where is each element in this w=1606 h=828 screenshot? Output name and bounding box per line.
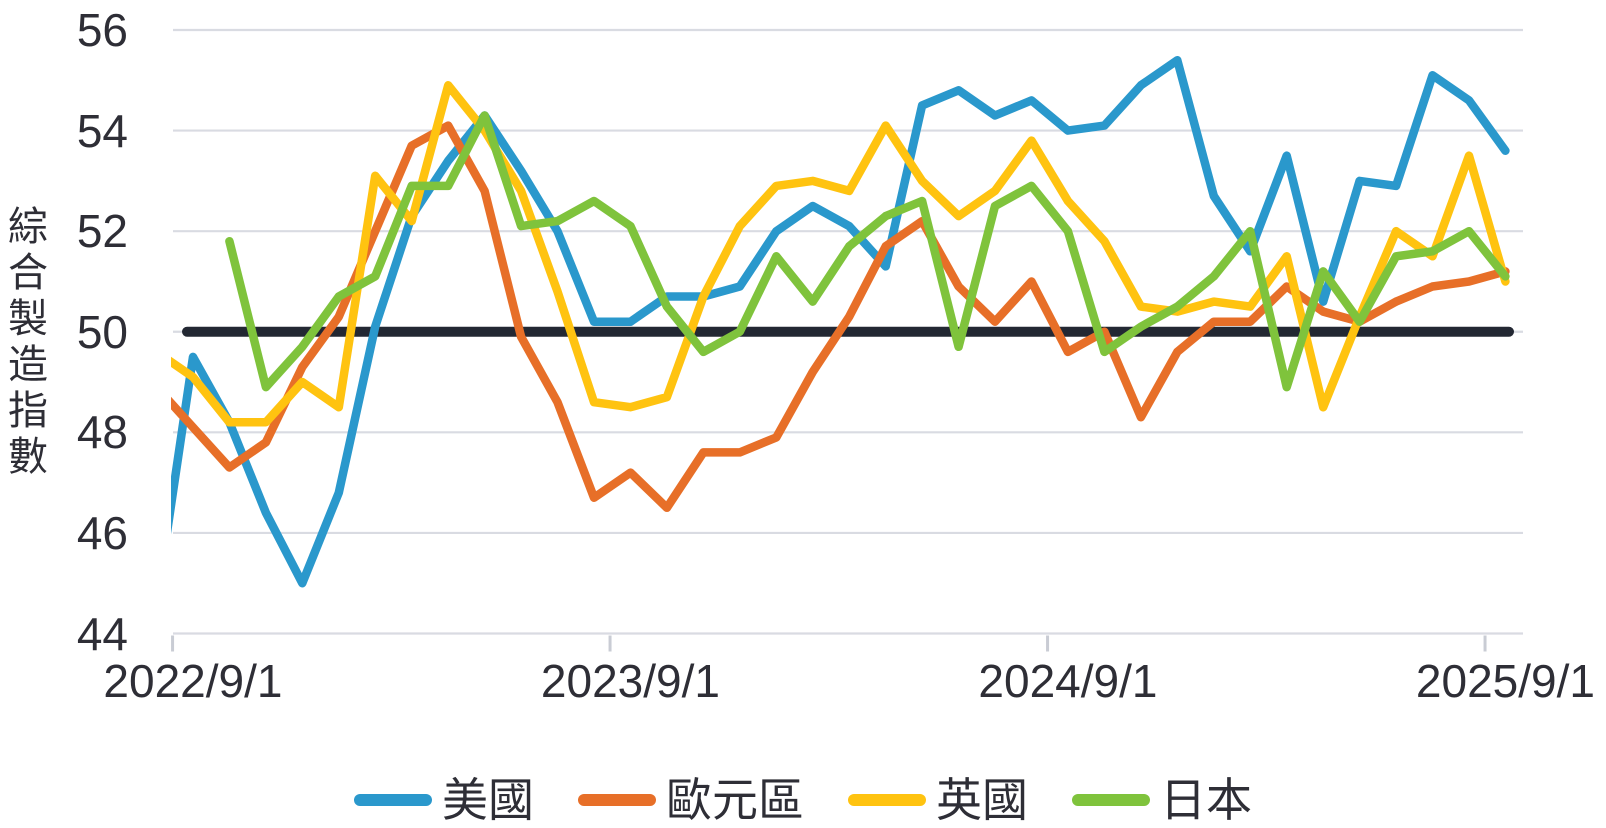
- legend-label-us: 美國: [442, 774, 534, 826]
- y-tick-label-46: 46: [76, 506, 128, 559]
- y-axis-title: 綜合製造指數: [8, 205, 48, 479]
- legend-label-japan: 日本: [1160, 774, 1252, 826]
- legend-item-japan: 日本: [1072, 774, 1252, 826]
- x-tick-label-2: 2024/9/1: [978, 655, 1158, 707]
- legend-item-eurozone: 歐元區: [578, 774, 804, 826]
- series-line-1: [171, 121, 1510, 513]
- legend-swatch-eurozone: [578, 794, 656, 806]
- series-line-0: [171, 55, 1510, 588]
- y-tick-label-52: 52: [76, 205, 128, 258]
- legend-swatch-uk: [848, 794, 926, 806]
- x-tick-label-0: 2022/9/1: [103, 655, 283, 707]
- y-tick-label-48: 48: [76, 406, 128, 459]
- series-line-3: [225, 111, 1510, 392]
- legend: 美國 歐元區 英國 日本: [0, 774, 1606, 826]
- legend-swatch-japan: [1072, 794, 1150, 806]
- legend-item-uk: 英國: [848, 774, 1028, 826]
- legend-label-eurozone: 歐元區: [666, 774, 804, 826]
- y-tick-label-50: 50: [76, 305, 128, 358]
- y-tick-label-44: 44: [76, 607, 128, 660]
- legend-item-us: 美國: [354, 774, 534, 826]
- y-tick-label-56: 56: [76, 3, 128, 56]
- legend-swatch-us: [354, 794, 432, 806]
- legend-label-uk: 英國: [936, 774, 1028, 826]
- series-line-2: [171, 81, 1510, 427]
- y-tick-label-54: 54: [76, 104, 128, 157]
- x-tick-label-1: 2023/9/1: [540, 655, 720, 707]
- x-tick-label-3: 2025/9/1: [1415, 655, 1595, 707]
